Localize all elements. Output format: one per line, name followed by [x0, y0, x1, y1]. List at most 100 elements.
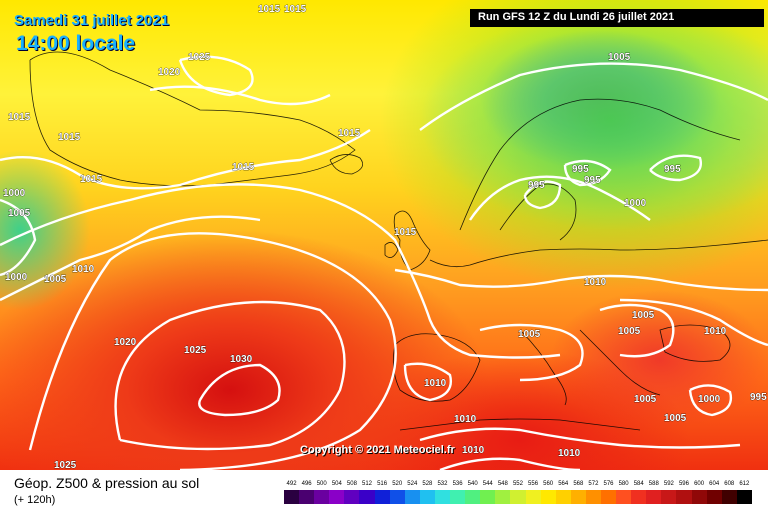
footer-title: Géop. Z500 & pression au sol — [14, 475, 200, 491]
pressure-label: 1005 — [632, 310, 655, 321]
legend-swatch — [299, 490, 315, 504]
british-isles-coast — [384, 210, 431, 271]
pressure-label: 1015 — [8, 112, 31, 123]
legend-tick: 512 — [362, 481, 373, 487]
low-pressure-region — [380, 0, 768, 300]
pressure-label: 1015 — [232, 162, 255, 173]
pressure-label: 1015 — [338, 128, 361, 139]
legend-tick: 584 — [633, 481, 644, 487]
legend-swatch — [600, 490, 617, 504]
run-label: Run GFS 12 Z du Lundi 26 juillet 2021 — [478, 11, 675, 23]
map-overlay: 1015 101510251020101510151015101510151005… — [0, 3, 768, 470]
legend-tick: 552 — [512, 481, 523, 487]
isobar-1020-north — [149, 85, 331, 106]
isobar-1010-africa — [419, 427, 741, 449]
legend-swatch — [676, 490, 692, 504]
legend-swatch — [570, 490, 586, 504]
legend-tick: 572 — [588, 481, 599, 487]
isobar-1020 — [28, 232, 397, 470]
legend-tick: 544 — [482, 481, 493, 487]
pressure-label: 1010 — [424, 378, 447, 389]
pressure-label: 995 — [572, 164, 589, 175]
legend-swatch — [329, 490, 345, 504]
legend-tick: 596 — [678, 481, 689, 487]
scandinavia-coast — [459, 98, 741, 241]
legend-swatch — [721, 490, 737, 504]
isobar-1015-north — [0, 129, 371, 190]
isobar-995-east — [649, 154, 702, 182]
black-sea-coast — [659, 324, 731, 362]
legend-swatch — [374, 490, 390, 504]
legend-tick: 564 — [558, 481, 569, 487]
pressure-label: 1000 — [698, 394, 721, 405]
legend-swatch — [495, 490, 511, 504]
footer-subtitle: (+ 120h) — [14, 494, 56, 506]
coastlines — [29, 51, 768, 431]
pressure-label: 1010 — [558, 448, 581, 459]
greenland-coast — [29, 51, 356, 187]
color-scale-legend: 492 496 500 504 508 512 516 520 524 528 532 536 540 5… — [284, 479, 752, 505]
pressure-label: 1010 — [704, 326, 727, 337]
isobar-1025-greenland — [178, 55, 254, 97]
legend-tick: 536 — [452, 481, 463, 487]
isobars — [0, 55, 768, 470]
balkans-coast — [579, 329, 661, 396]
pressure-label: 1015 — [258, 4, 281, 15]
pressure-label: 1025 — [54, 460, 77, 470]
legend-swatch — [450, 490, 466, 504]
legend-swatch — [389, 490, 405, 504]
isobar-995-a — [523, 180, 562, 210]
isobar-1000-turkey — [688, 384, 733, 417]
isobar-1010-atlantic — [0, 215, 261, 302]
pressure-label: 1015 — [58, 132, 81, 143]
legend-tick: 560 — [543, 481, 554, 487]
legend-tick: 608 — [724, 481, 735, 487]
legend-tick: 592 — [663, 481, 674, 487]
isobar-1015-main — [0, 183, 561, 359]
legend-tick-labels: 492 496 500 504 508 512 516 520 524 528 532 536 540 5… — [284, 479, 752, 489]
pressure-label: 1010 — [584, 277, 607, 288]
pressure-label: 1000 — [624, 198, 647, 209]
legend-swatch — [616, 490, 632, 504]
copyright-notice: Copyright © 2021 Meteociel.fr — [300, 444, 455, 456]
pressure-label: 1025 — [184, 345, 207, 356]
legend-tick: 504 — [331, 481, 342, 487]
legend-tick: 524 — [407, 481, 418, 487]
italy-coast — [519, 329, 567, 406]
legend-swatch — [314, 490, 330, 504]
pressure-label: 1005 — [634, 394, 657, 405]
legend-tick: 604 — [709, 481, 720, 487]
pressure-label: 995 — [750, 392, 767, 403]
isobar-1005-north — [419, 62, 768, 131]
legend-tick: 500 — [316, 481, 327, 487]
isobar-1010-europe — [394, 268, 768, 292]
iceland-coast — [329, 154, 364, 175]
pressure-label: 1015 — [80, 174, 103, 185]
legend-swatch — [404, 490, 420, 504]
legend-tick: 588 — [648, 481, 659, 487]
legend-swatch — [555, 490, 571, 504]
pressure-label: 1010 — [454, 414, 477, 425]
isobar-1005-africa — [439, 457, 581, 470]
isobar-1010-iberia — [403, 362, 452, 402]
legend-swatch — [646, 490, 662, 504]
legend-tick: 576 — [603, 481, 614, 487]
run-header-bar — [470, 9, 764, 27]
pressure-label: 995 — [584, 175, 601, 186]
legend-tick: 568 — [573, 481, 584, 487]
legend-tick: 556 — [528, 481, 539, 487]
pressure-label: 1005 — [618, 326, 641, 337]
pressure-label: 1005 — [8, 208, 31, 219]
pressure-label: 1015 — [284, 4, 307, 15]
legend-swatch — [691, 490, 707, 504]
pressure-label: 1005 — [518, 329, 541, 340]
legend-swatch — [359, 490, 375, 504]
europe-coast — [429, 239, 768, 268]
legend-swatch — [284, 490, 300, 504]
legend-tick: 508 — [346, 481, 357, 487]
pressure-label: 1005 — [44, 274, 67, 285]
legend-swatch — [419, 490, 435, 504]
iberia-coast — [392, 333, 481, 402]
pressure-label: 1000 — [5, 272, 28, 283]
pressure-labels: 1015 101510251020101510151015101510151005… — [3, 4, 768, 470]
